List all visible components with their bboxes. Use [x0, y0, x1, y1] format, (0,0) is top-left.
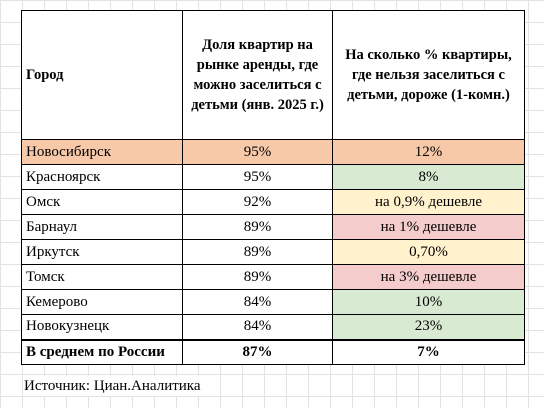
table-row: Барнаул 89% на 1% дешевле	[21, 214, 525, 240]
price-cell[interactable]: 10%	[332, 289, 525, 315]
table-row: Красноярск 95% 8%	[21, 164, 525, 190]
share-cell[interactable]: 92%	[182, 189, 333, 215]
table-row: Томск 89% на 3% дешевле	[21, 264, 525, 290]
share-cell[interactable]: 89%	[182, 264, 333, 290]
price-cell[interactable]: 12%	[332, 139, 525, 165]
city-cell[interactable]: Иркутск	[21, 239, 183, 265]
city-cell[interactable]: Томск	[21, 264, 183, 290]
price-cell[interactable]: 23%	[332, 314, 525, 341]
city-cell[interactable]: Кемерово	[21, 289, 183, 315]
price-cell[interactable]: на 3% дешевле	[332, 264, 525, 290]
rental-table: Город Доля квартир на рынке аренды, где …	[21, 10, 525, 365]
table-row: Иркутск 89% 0,70%	[21, 239, 525, 265]
price-cell[interactable]: на 1% дешевле	[332, 214, 525, 240]
header-city[interactable]: Город	[21, 10, 183, 140]
share-cell[interactable]: 84%	[182, 314, 333, 341]
city-cell[interactable]: Красноярск	[21, 164, 183, 190]
share-cell[interactable]: 89%	[182, 239, 333, 265]
total-city-cell[interactable]: В среднем по России	[21, 339, 183, 365]
share-cell[interactable]: 89%	[182, 214, 333, 240]
total-row: В среднем по России 87% 7%	[21, 339, 525, 365]
price-cell[interactable]: 0,70%	[332, 239, 525, 265]
city-cell[interactable]: Новокузнецк	[21, 314, 183, 341]
share-cell[interactable]: 95%	[182, 139, 333, 165]
header-price[interactable]: На сколько % квартиры, где нельзя засели…	[332, 10, 525, 140]
city-cell[interactable]: Омск	[21, 189, 183, 215]
city-cell[interactable]: Барнаул	[21, 214, 183, 240]
total-price-cell[interactable]: 7%	[332, 339, 525, 365]
table-row: Новокузнецк 84% 23%	[21, 314, 525, 341]
city-cell[interactable]: Новосибирск	[21, 139, 183, 165]
price-cell[interactable]: 8%	[332, 164, 525, 190]
total-share-cell[interactable]: 87%	[182, 339, 333, 365]
source-note[interactable]: Источник: Циан.Аналитика	[24, 376, 209, 396]
header-row: Город Доля квартир на рынке аренды, где …	[21, 10, 525, 140]
share-cell[interactable]: 84%	[182, 289, 333, 315]
table-row: Новосибирск 95% 12%	[21, 139, 525, 165]
share-cell[interactable]: 95%	[182, 164, 333, 190]
header-share[interactable]: Доля квартир на рынке аренды, где можно …	[182, 10, 333, 140]
price-cell[interactable]: на 0,9% дешевле	[332, 189, 525, 215]
table-row: Омск 92% на 0,9% дешевле	[21, 189, 525, 215]
table-row: Кемерово 84% 10%	[21, 289, 525, 315]
